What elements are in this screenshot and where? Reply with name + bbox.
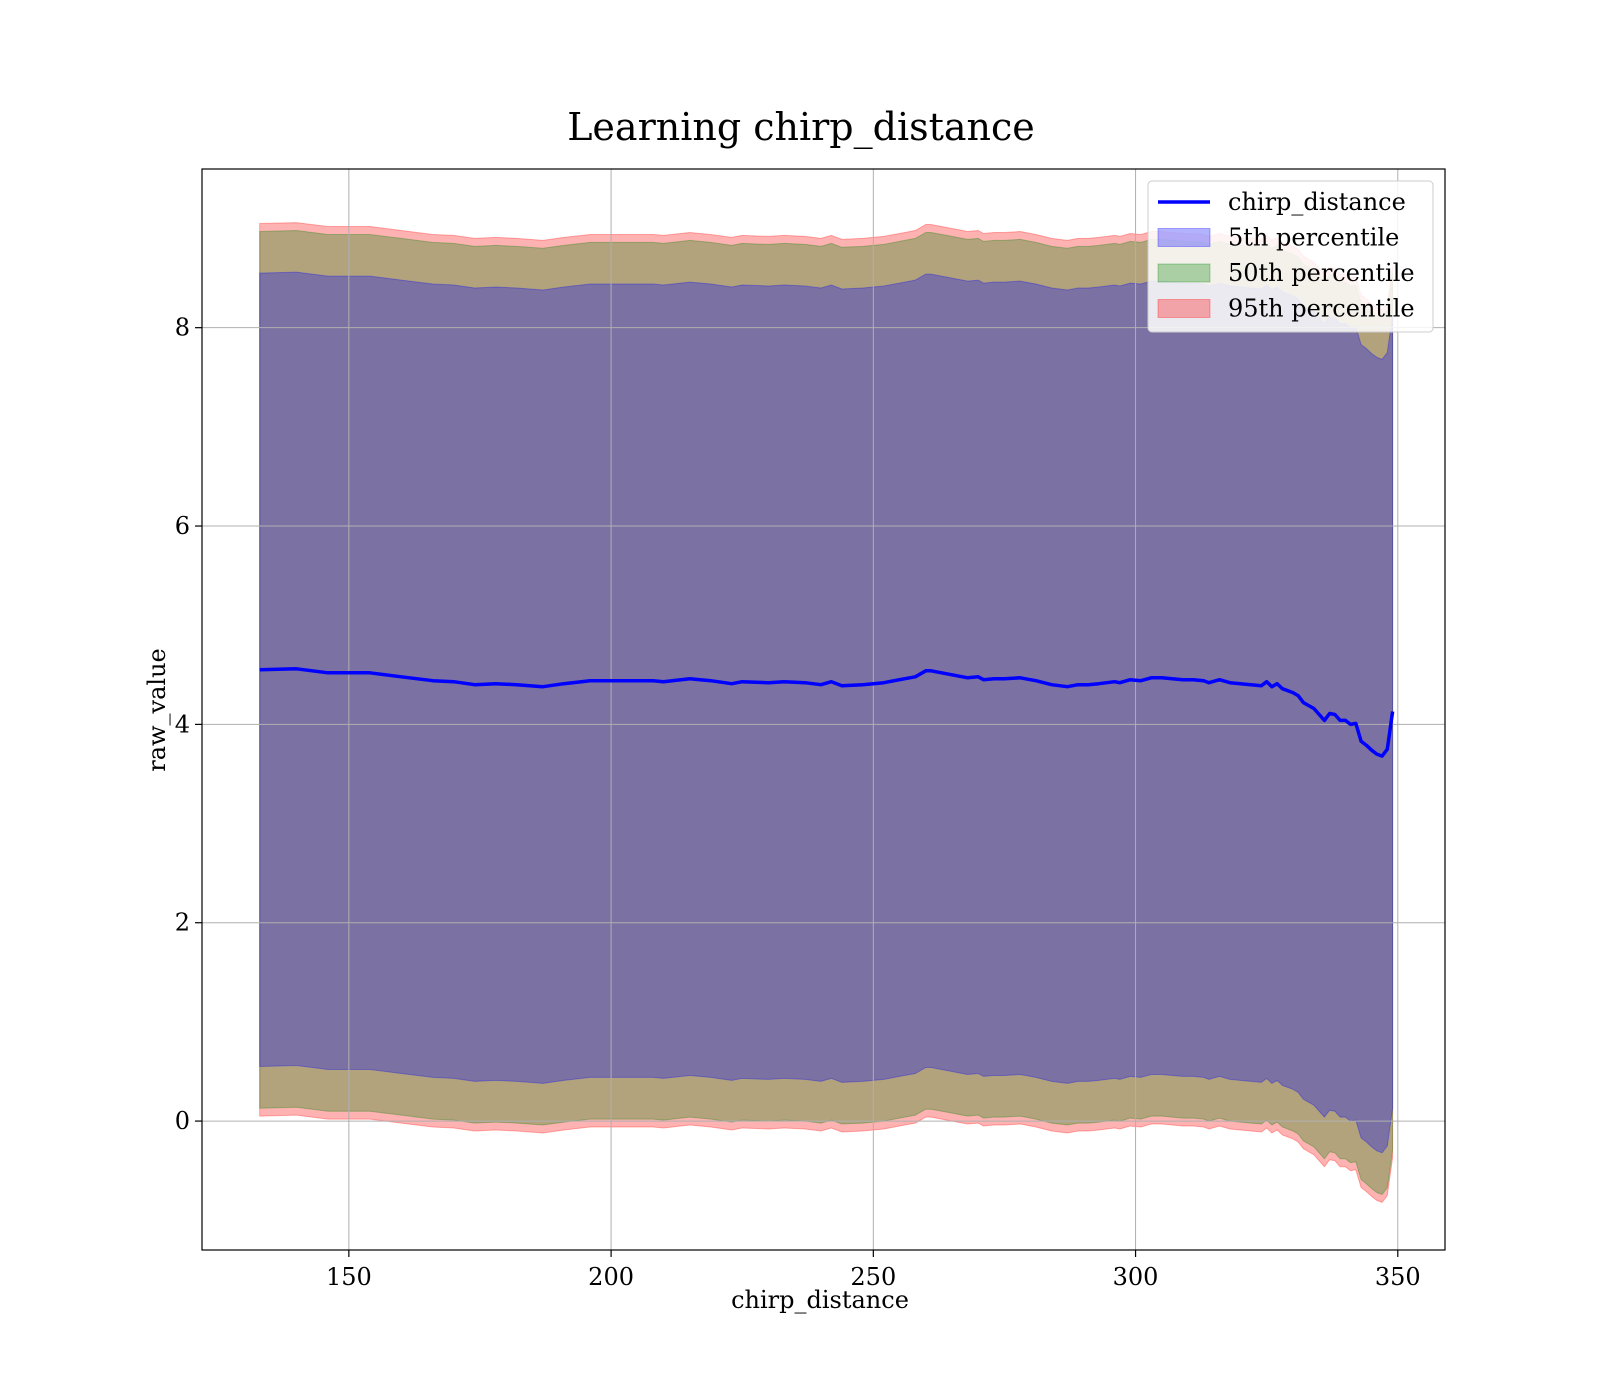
y-tick-label: 6 [175,512,190,540]
legend-box [1147,180,1434,333]
x-axis-label: chirp_distance [731,1286,909,1314]
y-axis-label: raw_value [143,648,171,772]
x-tick-label: 200 [588,1263,634,1291]
legend-label: 95th percentile [1228,295,1415,323]
band-50th-percentile [259,229,1394,1196]
x-axis-ticks: 150 200 250 300 350 [326,1250,1421,1291]
x-tick-label: 150 [326,1263,372,1291]
x-tick-label: 250 [850,1263,896,1291]
series-line-chirp_distance [259,667,1395,758]
legend-swatch-patch [1157,299,1211,318]
legend-label: 50th percentile [1228,259,1415,287]
legend: chirp_distance 5th percentile 50th percent… [1147,180,1434,333]
legend-swatch-patch [1157,228,1211,247]
y-axis-ticks: 0 2 4 6 8 [175,314,202,1135]
gridlines [202,169,1445,1250]
y-tick-label: 2 [175,909,190,937]
y-tick-label: 8 [175,314,190,342]
legend-label: 5th percentile [1228,224,1399,252]
band-5th-percentile [259,271,1394,1154]
legend-swatch-patch [1157,263,1211,283]
y-tick-label: 0 [175,1107,190,1135]
y-tick-label: 4 [175,710,190,738]
bands [259,222,1394,1204]
legend-label: chirp_distance [1228,188,1406,216]
chart-title: Learning chirp_distance [567,105,1035,150]
plot-area [201,168,1446,1251]
x-tick-label: 300 [1113,1263,1159,1291]
axes-frame [201,168,1446,1251]
series-lines [259,667,1395,758]
band-95th-percentile [259,222,1394,1204]
x-tick-label: 350 [1375,1263,1421,1291]
